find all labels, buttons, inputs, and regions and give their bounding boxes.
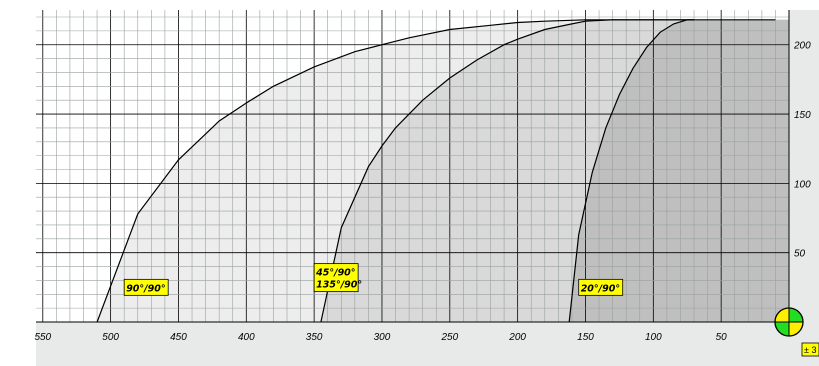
x-tick-label: 450 — [170, 332, 187, 343]
y-tick-label: 50 — [794, 249, 806, 260]
x-tick-label: 150 — [577, 332, 594, 343]
curve-label: 135°/90° — [316, 280, 362, 291]
curve-label: 90°/90° — [126, 283, 165, 294]
curve-label: 45°/90° — [315, 268, 355, 279]
region-3 — [569, 19, 789, 323]
compass-q3 — [775, 308, 789, 322]
y-axis-ticks: 50 100 150 200 — [793, 41, 811, 260]
y-tick-label: 150 — [794, 110, 811, 121]
tolerance-badge-text: ± 3 — [804, 345, 816, 355]
compass-q2 — [789, 322, 803, 336]
bottom-axis-strip — [36, 322, 819, 366]
x-tick-label: 250 — [440, 332, 458, 343]
curve-label-box — [313, 263, 359, 293]
right-axis-strip — [789, 10, 819, 322]
curve-label-box — [123, 278, 169, 296]
tolerance-badge-bg — [801, 342, 819, 357]
curve-2 — [320, 19, 694, 323]
y-tick-label: 100 — [794, 179, 811, 190]
x-tick-label: 200 — [508, 332, 526, 343]
curve-labels: 90°/90° 45°/90°135°/90° 20°/90° — [123, 263, 624, 296]
y-tick-label: 200 — [793, 41, 811, 52]
compass-icon[interactable] — [774, 307, 804, 337]
fill-regions — [97, 19, 790, 323]
x-axis-ticks: 550 500 450 400 350 300 250 200 150 100 50 — [34, 332, 727, 343]
x-tick-label: 550 — [34, 332, 51, 343]
curves — [96, 19, 776, 323]
curve-1 — [96, 19, 694, 323]
x-tick-label: 50 — [716, 332, 728, 343]
x-tick-label: 350 — [306, 332, 323, 343]
x-tick-label: 300 — [374, 332, 391, 343]
tolerance-badge[interactable]: ± 3 — [801, 342, 819, 357]
grid — [36, 10, 790, 323]
curve-3 — [568, 19, 776, 323]
curve-label: 20°/90° — [581, 283, 620, 294]
curve-label-box — [578, 278, 624, 296]
x-tick-label: 400 — [238, 332, 255, 343]
x-tick-label: 100 — [645, 332, 662, 343]
x-tick-label: 500 — [102, 332, 119, 343]
